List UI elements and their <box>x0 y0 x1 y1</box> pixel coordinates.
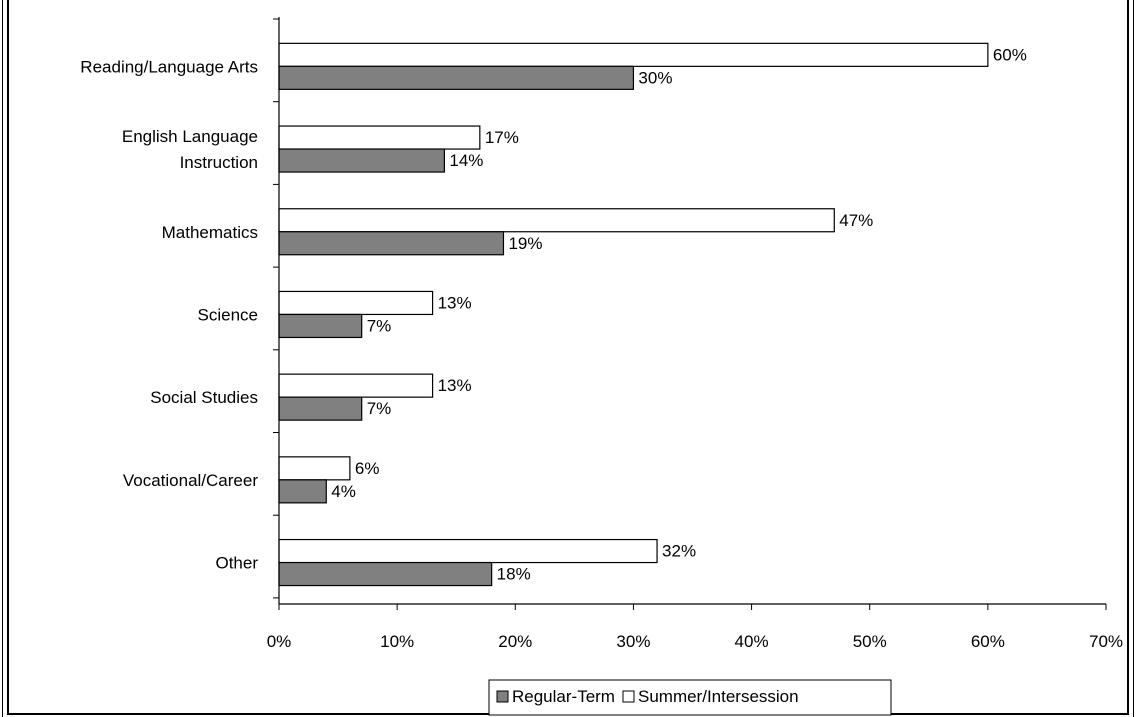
category-label-2: Mathematics <box>162 223 258 242</box>
data-label-0-4: 13% <box>438 376 472 395</box>
data-label-1-4: 7% <box>367 399 392 418</box>
category-label-6: Other <box>215 554 258 573</box>
bar-summer-intersession-3 <box>278 290 434 316</box>
x-tick-label-2: 20% <box>498 632 532 651</box>
data-label-1-5: 4% <box>331 482 356 501</box>
outer-border-right <box>1133 0 1134 717</box>
bars-layer <box>278 42 989 587</box>
bar-regular-term-5 <box>278 479 327 504</box>
x-tick-label-3: 30% <box>616 632 650 651</box>
axis-layer: 0% 10% 20% 30% 40% 50% 60% 70% <box>267 17 1123 651</box>
legend: Regular-Term Summer/Intersession <box>488 679 892 716</box>
bar-regular-term-2 <box>278 231 505 256</box>
bar-summer-intersession-6 <box>278 538 658 564</box>
x-tick-label-5: 50% <box>853 632 887 651</box>
category-label-1-line-1: Instruction <box>180 153 258 172</box>
legend-label-0: Regular-Term <box>512 687 615 706</box>
x-tick-label-7: 70% <box>1089 632 1123 651</box>
data-label-0-6: 32% <box>662 542 696 561</box>
category-label-5: Vocational/Career <box>123 471 258 490</box>
data-label-1-3: 7% <box>367 316 392 335</box>
data-label-0-5: 6% <box>355 459 380 478</box>
x-tick-label-6: 60% <box>971 632 1005 651</box>
labels-layer: 60% 30% Reading/Language Arts 17%14% English… <box>80 45 1027 583</box>
bar-summer-intersession-4 <box>278 373 434 398</box>
data-label-0-1: 17% <box>485 128 519 147</box>
legend-swatch-0 <box>496 690 509 703</box>
category-label-3: Science <box>198 305 258 324</box>
data-label-1-2: 19% <box>508 234 542 253</box>
category-label-0: Reading/Language Arts <box>80 57 258 76</box>
x-tick-label-1: 10% <box>380 632 414 651</box>
legend-label-1: Summer/Intersession <box>638 687 799 706</box>
legend-box <box>488 679 892 716</box>
bar-summer-intersession-0 <box>278 42 989 67</box>
bar-summer-intersession-1 <box>278 125 481 150</box>
data-label-1-6: 18% <box>497 565 531 584</box>
bar-summer-intersession-2 <box>278 208 835 233</box>
bar-regular-term-1 <box>278 148 445 173</box>
bar-regular-term-4 <box>278 396 363 421</box>
x-tick-label-4: 40% <box>735 632 769 651</box>
category-label-4: Social Studies <box>150 388 258 407</box>
category-label-1-line-0: English Language <box>122 127 258 146</box>
data-label-0-2: 47% <box>839 211 873 230</box>
data-label-0-3: 13% <box>438 293 472 312</box>
outer-border-left <box>2 0 3 717</box>
data-label-1-1: 14% <box>449 151 483 170</box>
bar-regular-term-3 <box>278 313 363 339</box>
bar-regular-term-0 <box>278 65 635 90</box>
bar-summer-intersession-5 <box>278 456 351 481</box>
x-tick-label-0: 0% <box>267 632 292 651</box>
legend-swatch-1 <box>622 690 635 703</box>
data-label-0-0: 60% <box>993 45 1027 64</box>
bar-regular-term-6 <box>278 561 493 587</box>
data-label-1-0: 30% <box>638 68 672 87</box>
